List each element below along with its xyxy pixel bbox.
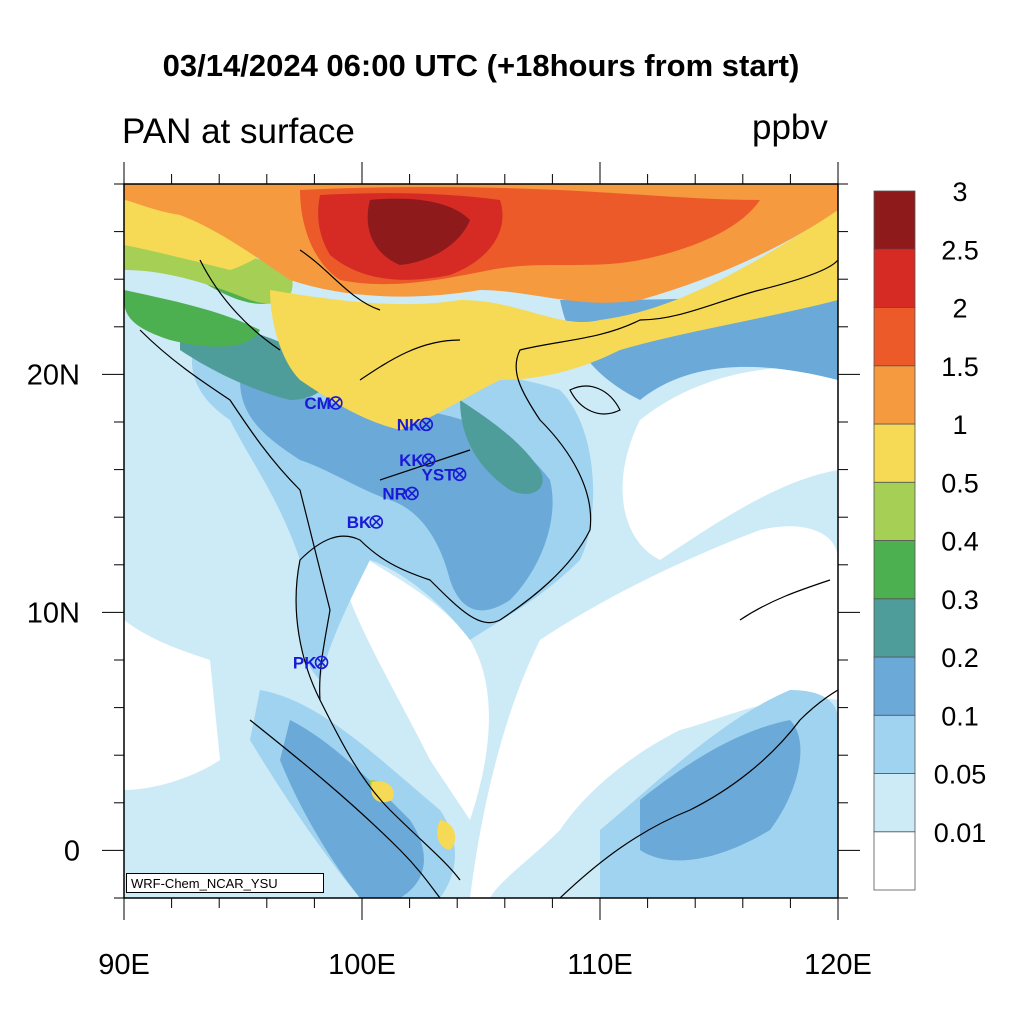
colorbar-level-label: 1 — [952, 410, 967, 440]
colorbar-level-label: 0.01 — [934, 818, 987, 848]
station-marker-icon — [405, 486, 419, 501]
station-marker-icon — [369, 515, 384, 529]
station-marker-icon — [419, 417, 434, 432]
colorbar-level-label: 0.2 — [941, 643, 979, 673]
station-cross-mark — [455, 469, 465, 479]
lon-tick-label: 120E — [804, 949, 872, 981]
station-marker-icon — [452, 467, 467, 482]
colorbar-level-label: 1.5 — [941, 352, 979, 382]
station-cm: CM — [304, 394, 343, 413]
station-marker-icon — [421, 453, 436, 467]
lon-tick-label: 110E — [567, 949, 633, 981]
station-marker-icon — [314, 655, 329, 670]
colorbar-swatch — [873, 598, 916, 658]
colorbar-swatch — [873, 423, 916, 483]
colorbar-level-label: 3 — [952, 177, 967, 207]
colorbar-swatch — [873, 248, 916, 308]
colorbar-swatch — [873, 773, 916, 833]
station-label: BK — [347, 513, 372, 532]
station-label: PK — [293, 653, 317, 672]
station-yst: YST — [422, 465, 467, 484]
lat-tick-label: 0 — [64, 835, 80, 867]
station-cross-mark — [316, 657, 327, 667]
station-cross-mark — [421, 419, 431, 429]
variable-label: PAN at surface — [122, 112, 355, 151]
colorbar-level-label: 0.3 — [941, 585, 979, 615]
station-kk: KK — [399, 451, 436, 470]
colorbar-level-label: 2 — [952, 294, 967, 324]
station-cross-mark — [424, 455, 434, 465]
coastlines — [139, 249, 838, 898]
colorbar-level-label: 0.5 — [941, 468, 979, 498]
colorbar-level-label: 2.5 — [941, 235, 979, 265]
colorbar-level-label: 0.1 — [941, 701, 979, 731]
station-cross-mark — [331, 398, 341, 408]
station-cross-mark — [407, 488, 417, 498]
axis-ticks: 90E 100E 110E 120E 0 10N 20N — [27, 162, 872, 981]
colorbar-swatch — [873, 656, 916, 716]
colorbar-swatch — [873, 481, 916, 541]
station-label: CM — [304, 394, 330, 413]
lon-tick-label: 100E — [328, 949, 396, 981]
lat-tick-label: 20N — [27, 359, 80, 391]
colorbar-level-label: 0.4 — [941, 527, 979, 557]
colorbar-swatch — [873, 540, 916, 600]
colorbar-swatch — [873, 307, 916, 367]
lat-tick-label: 10N — [27, 597, 80, 629]
station-label: YST — [422, 465, 456, 484]
station-nr: NR — [382, 484, 419, 503]
colorbar-swatch — [873, 365, 916, 425]
colorbar: 0.01 0.05 0.1 0.2 0.3 0.4 0.5 1 1.5 2 2.5 3 — [873, 177, 987, 891]
plot-frame — [123, 183, 839, 899]
colorbar-swatch — [873, 714, 916, 774]
map-title: 03/14/2024 06:00 UTC (+18hours from star… — [162, 48, 800, 83]
station-label: NK — [397, 415, 422, 434]
colorbar-level-label: 0.05 — [934, 760, 987, 790]
lon-tick-label: 90E — [98, 949, 150, 981]
station-marker-icon — [329, 396, 343, 410]
colorbar-swatch — [873, 831, 916, 891]
station-bk: BK — [347, 513, 384, 532]
colorbar-swatch — [873, 190, 916, 250]
station-label: KK — [399, 451, 424, 470]
station-label: NR — [382, 484, 407, 503]
station-nk: NK — [397, 415, 434, 434]
units-label: ppbv — [752, 108, 828, 147]
station-cross-mark — [371, 517, 381, 527]
station-pk: PK — [293, 653, 329, 672]
model-credit-label: WRF-Chem_NCAR_YSU — [126, 873, 324, 893]
pan-concentration-field — [124, 184, 838, 898]
